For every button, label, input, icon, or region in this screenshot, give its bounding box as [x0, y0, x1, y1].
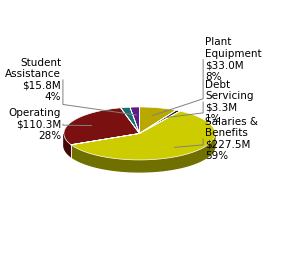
Text: Plant
Equipment
$33.0M
8%: Plant Equipment $33.0M 8% — [205, 37, 262, 82]
Text: Operating
$110.3M
28%: Operating $110.3M 28% — [9, 108, 61, 141]
Polygon shape — [140, 107, 176, 133]
Polygon shape — [140, 110, 180, 133]
Polygon shape — [71, 111, 215, 160]
Polygon shape — [130, 107, 140, 133]
Polygon shape — [121, 107, 140, 133]
Text: Salaries &
Benefits
$227.5M
59%: Salaries & Benefits $227.5M 59% — [205, 117, 258, 161]
Polygon shape — [64, 134, 71, 157]
Polygon shape — [71, 135, 215, 172]
Polygon shape — [64, 108, 140, 145]
Text: Debt
Servicing
$3.3M
1%: Debt Servicing $3.3M 1% — [205, 80, 253, 124]
Text: Student
Assistance
$15.8M
4%: Student Assistance $15.8M 4% — [5, 58, 61, 102]
